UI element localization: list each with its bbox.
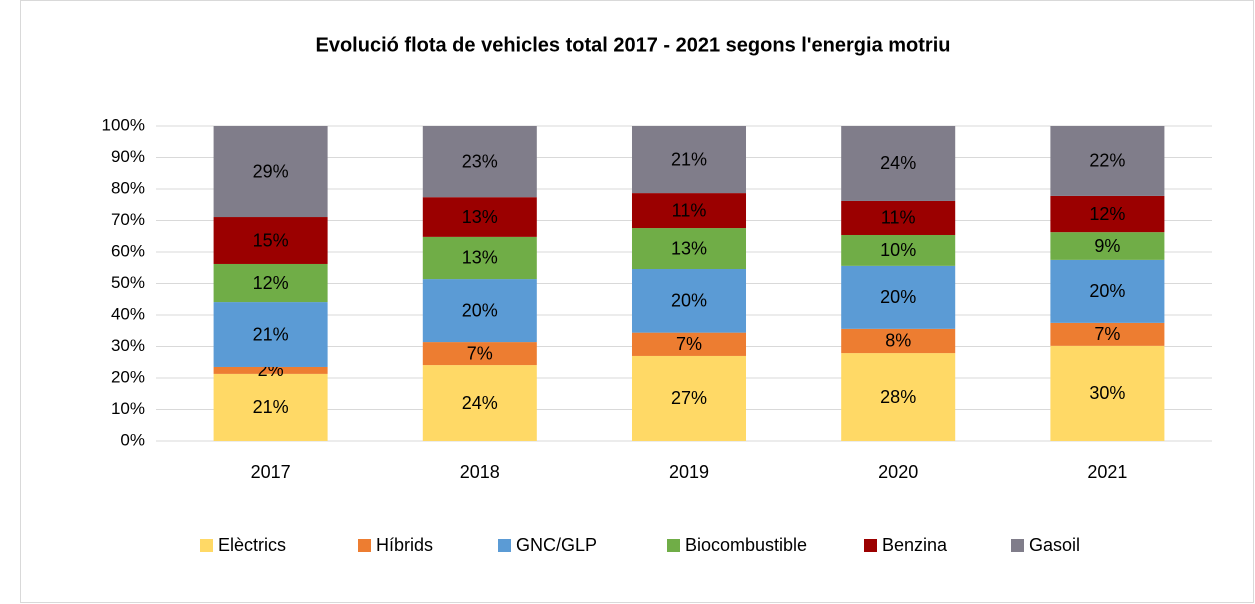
bar-segment [213, 217, 328, 264]
value-label: 13% [462, 207, 498, 227]
bar-segment [213, 263, 328, 303]
value-label: 21% [671, 149, 707, 169]
legend-swatch [498, 539, 511, 552]
bar-segment [841, 126, 956, 201]
y-tick-label: 30% [111, 336, 145, 355]
value-label: 20% [462, 300, 498, 320]
y-tick-label: 20% [111, 367, 145, 386]
bar-segment [1050, 195, 1165, 233]
y-tick-label: 10% [111, 399, 145, 418]
x-tick-label: 2017 [251, 462, 291, 482]
value-label: 27% [671, 388, 707, 408]
value-label: 13% [462, 248, 498, 268]
y-tick-label: 40% [111, 304, 145, 323]
bar-segment [1050, 232, 1165, 260]
value-label: 8% [885, 331, 911, 351]
bar-segment [841, 353, 956, 441]
value-label: 7% [467, 343, 493, 363]
y-tick-label: 80% [111, 178, 145, 197]
chart-title: Evolució flota de vehicles total 2017 - … [316, 34, 951, 56]
bar-segment [1050, 345, 1165, 441]
value-label: 15% [253, 230, 289, 250]
legend-label: GNC/GLP [516, 535, 597, 555]
value-label: 28% [880, 387, 916, 407]
bar-segment [213, 126, 328, 218]
bar-segment [1050, 126, 1165, 196]
value-label: 23% [462, 151, 498, 171]
value-label: 20% [880, 287, 916, 307]
legend-swatch [200, 539, 213, 552]
bar-segment [631, 269, 747, 333]
bar-segment [631, 355, 747, 441]
legend-label: Elèctrics [218, 535, 286, 555]
bar-segment [213, 373, 328, 441]
bar-segment [841, 265, 956, 329]
value-label: 20% [1089, 281, 1125, 301]
legend-label: Gasoil [1029, 535, 1080, 555]
x-tick-label: 2018 [460, 462, 500, 482]
legend-swatch [358, 539, 371, 552]
value-label: 22% [1089, 151, 1125, 171]
value-label: 24% [880, 153, 916, 173]
x-tick-label: 2020 [878, 462, 918, 482]
value-label: 30% [1089, 383, 1125, 403]
bar-segment [631, 332, 747, 356]
bar-segment [841, 234, 956, 266]
value-label: 7% [676, 334, 702, 354]
value-label: 10% [880, 240, 916, 260]
y-tick-label: 90% [111, 147, 145, 166]
x-tick-label: 2019 [669, 462, 709, 482]
bar-segment [213, 366, 328, 374]
x-tick-label: 2021 [1087, 462, 1127, 482]
bar-segment [422, 342, 537, 366]
y-tick-label: 70% [111, 210, 145, 229]
value-label: 24% [462, 393, 498, 413]
legend-label: Benzina [882, 535, 948, 555]
value-label: 13% [671, 238, 707, 258]
bar-segment [1050, 322, 1165, 346]
value-label: 12% [253, 273, 289, 293]
bar-segment [422, 236, 537, 280]
bar-segment [422, 365, 537, 441]
value-label: 7% [1094, 324, 1120, 344]
bar-segment [422, 126, 537, 198]
bar-segment [841, 200, 956, 235]
value-label: 9% [1094, 236, 1120, 256]
value-label: 21% [253, 324, 289, 344]
bar-segment [631, 193, 747, 229]
bar-segment [631, 126, 747, 194]
legend-swatch [667, 539, 680, 552]
value-label: 12% [1089, 204, 1125, 224]
y-tick-label: 60% [111, 241, 145, 260]
bar-segment [841, 328, 956, 354]
y-tick-label: 0% [120, 430, 145, 449]
value-label: 29% [253, 161, 289, 181]
value-label: 11% [881, 208, 916, 228]
y-tick-label: 100% [102, 115, 145, 134]
bar-segment [1050, 259, 1165, 323]
bar-segment [631, 228, 747, 270]
bar-segment [422, 197, 537, 237]
value-label: 20% [671, 291, 707, 311]
bar-segment [422, 279, 537, 343]
legend-label: Híbrids [376, 535, 433, 555]
bar-segment [213, 302, 328, 367]
legend-swatch [864, 539, 877, 552]
legend-label: Biocombustible [685, 535, 807, 555]
y-tick-label: 50% [111, 273, 145, 292]
value-label: 21% [253, 397, 289, 417]
value-label: 11% [672, 200, 707, 220]
legend-swatch [1011, 539, 1024, 552]
